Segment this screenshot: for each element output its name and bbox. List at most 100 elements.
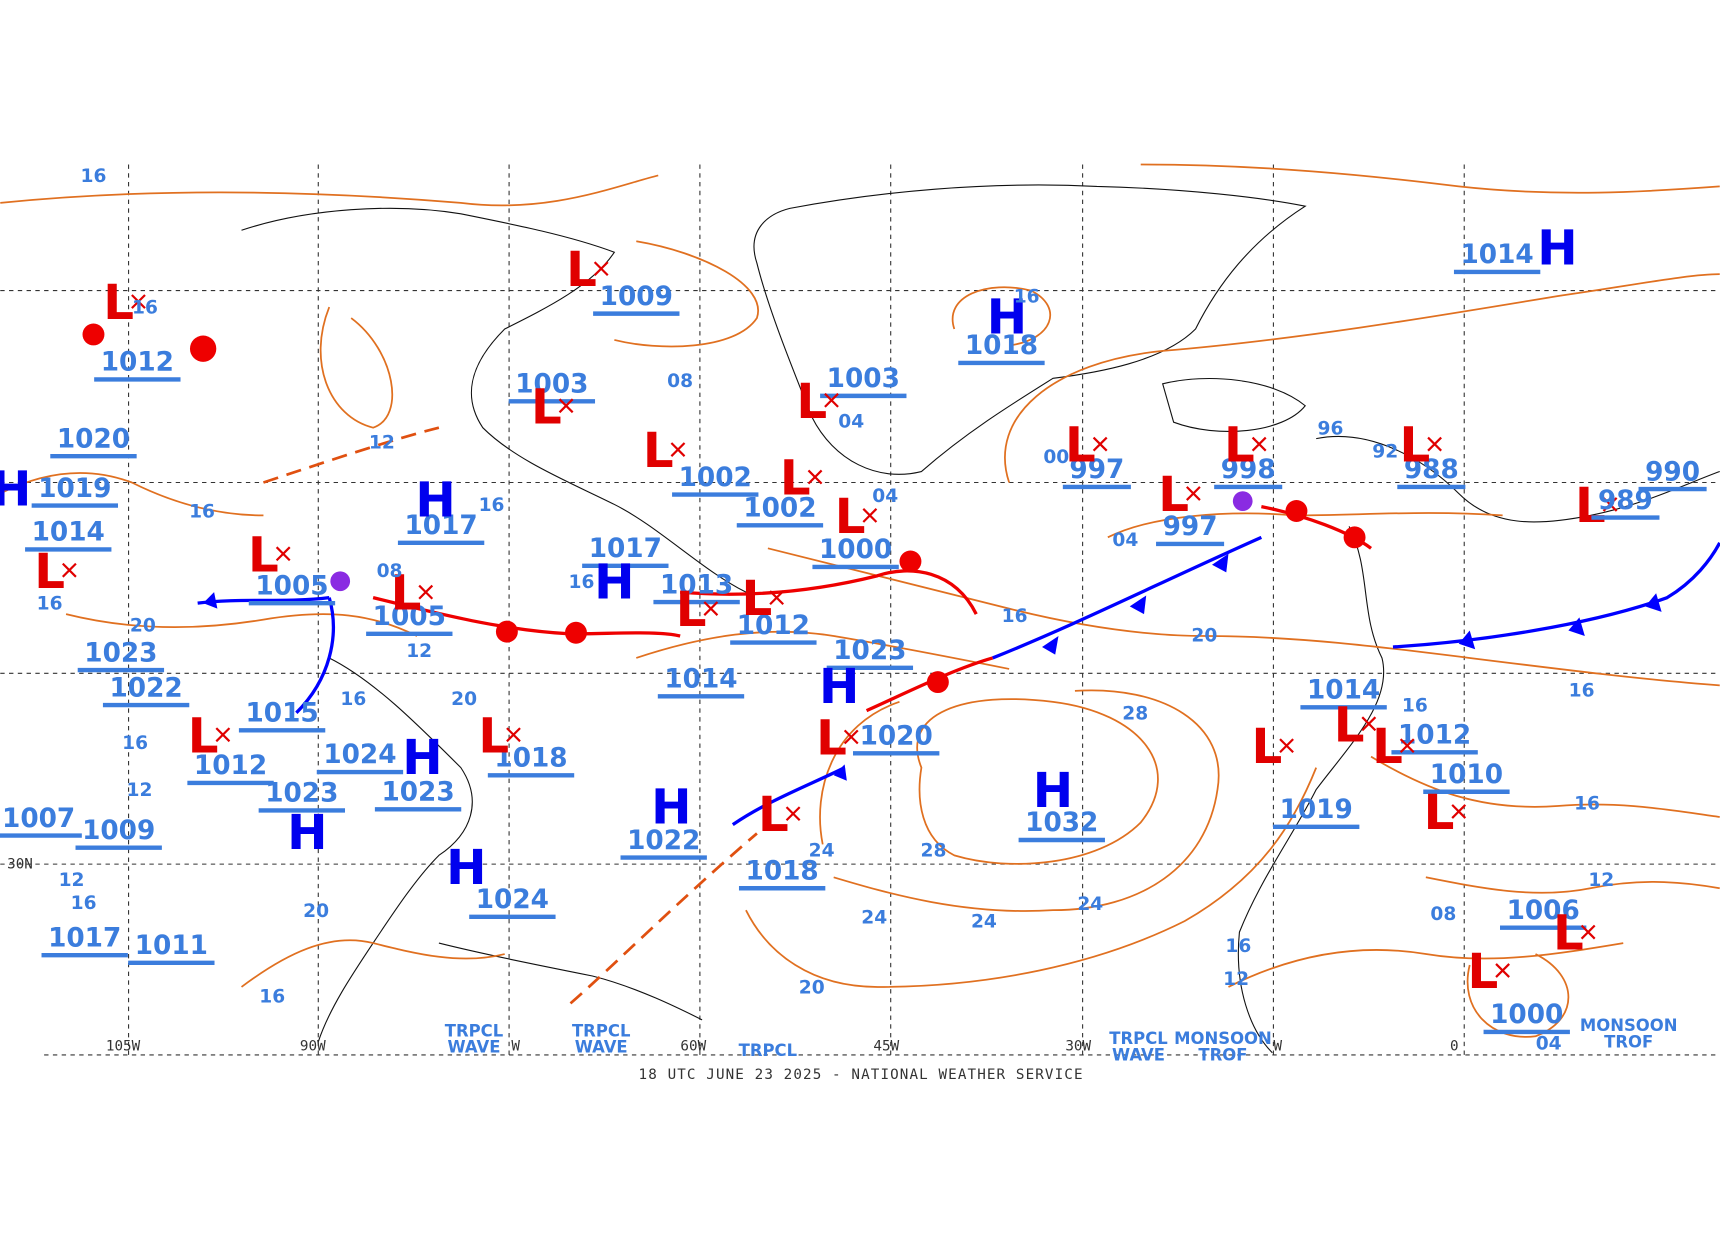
pressure-value: 1023 xyxy=(84,638,157,668)
low-mark xyxy=(131,294,146,309)
longitude-label: 45W xyxy=(873,1039,899,1055)
pressure-value: 1009 xyxy=(600,282,673,312)
pressure-value: 1000 xyxy=(1490,1000,1563,1030)
low-center: L xyxy=(1553,906,1584,962)
low-center: L xyxy=(835,489,866,545)
low-center: L xyxy=(103,275,134,331)
pressure-value: 1006 xyxy=(1507,896,1580,926)
feature-label: WAVE xyxy=(448,1038,501,1057)
isobar-label: 12 xyxy=(127,780,153,801)
pressure-value: 997 xyxy=(1069,455,1124,485)
pressure-value: 1017 xyxy=(48,923,121,953)
pressure-value: 1022 xyxy=(627,826,700,856)
pressure-value: 1018 xyxy=(965,331,1038,361)
isobar-label: 16 xyxy=(122,733,148,754)
isobar-label: 04 xyxy=(1536,1033,1562,1054)
isobar-label: 20 xyxy=(451,689,477,710)
isobar-label: 20 xyxy=(130,616,156,637)
low-center: L xyxy=(1467,944,1498,1000)
low-center: L xyxy=(1372,719,1403,775)
isobar-label: 28 xyxy=(921,840,947,861)
isobar-label: 16 xyxy=(569,572,595,593)
isobar-label: 04 xyxy=(1112,530,1138,551)
feature-label: TROF xyxy=(1198,1045,1247,1064)
low-mark xyxy=(843,729,859,745)
low-center: L xyxy=(758,787,789,843)
low-mark xyxy=(1495,963,1510,978)
feature-label: WAVE xyxy=(1112,1045,1165,1064)
pressure-value: 1005 xyxy=(255,571,328,601)
isobar-label: 16 xyxy=(189,502,215,523)
high-center: H xyxy=(819,659,859,715)
pressure-value: 1012 xyxy=(101,348,174,378)
low-center: L xyxy=(566,242,597,298)
isobar-label: 96 xyxy=(1317,418,1343,439)
isobar-label: 16 xyxy=(1002,606,1028,627)
low-center: L xyxy=(1400,418,1431,474)
longitude-label: 30W xyxy=(1065,1039,1091,1055)
pressure-value: 1005 xyxy=(373,602,446,632)
pressure-value: 1012 xyxy=(1398,720,1471,750)
isobar-label: 00 xyxy=(1043,447,1069,468)
low-center: L xyxy=(643,423,674,479)
low-mark xyxy=(506,727,521,743)
low-center: L xyxy=(1575,478,1606,534)
low-mark xyxy=(1451,804,1467,819)
isobar-label: 16 xyxy=(1402,696,1428,717)
isobar-label: 28 xyxy=(1122,703,1148,724)
fronts xyxy=(82,323,1720,1005)
pressure-value: 1003 xyxy=(515,370,588,400)
feature-label: TRPCL xyxy=(739,1041,798,1060)
isobar-label: 12 xyxy=(1588,870,1614,891)
isobar-label: 20 xyxy=(303,901,329,922)
high-center: H xyxy=(287,805,327,861)
isobar-label: 92 xyxy=(1372,441,1398,462)
labels: 18 UTC JUNE 23 2025 - NATIONAL WEATHER S… xyxy=(0,166,1707,1083)
low-mark xyxy=(824,392,839,408)
low-mark xyxy=(862,508,878,523)
isobar-label: 16 xyxy=(132,298,158,319)
low-mark xyxy=(1092,436,1108,452)
low-mark xyxy=(593,261,609,277)
pressure-value: 988 xyxy=(1404,455,1459,485)
pressure-value: 1007 xyxy=(2,804,75,834)
pressure-value: 989 xyxy=(1598,486,1653,516)
pressure-value: 1023 xyxy=(265,779,338,809)
pressure-value: 1020 xyxy=(860,722,933,752)
pressure-value: 1009 xyxy=(82,816,155,846)
low-mark xyxy=(1427,436,1442,452)
low-center: L xyxy=(478,708,509,764)
isobar-label: 16 xyxy=(1225,936,1251,957)
low-mark xyxy=(1186,486,1201,501)
pressure-value: 1022 xyxy=(110,673,183,703)
high-center: H xyxy=(987,289,1027,345)
isobar-label: 16 xyxy=(340,689,366,710)
feature-label: TRPCL xyxy=(1109,1029,1168,1048)
isobar-label: 20 xyxy=(1191,626,1217,647)
low-center: L xyxy=(1224,418,1255,474)
isobar-label: 16 xyxy=(71,893,97,914)
pressure-value: 1000 xyxy=(819,535,892,565)
low-center: L xyxy=(780,451,811,507)
pressure-value: 1024 xyxy=(323,740,396,770)
pressure-value: 1014 xyxy=(1307,676,1380,706)
isobar-label: 12 xyxy=(59,870,85,891)
feature-label: MONSOON xyxy=(1580,1016,1678,1035)
longitude-label: 0 xyxy=(1450,1039,1459,1055)
isobar-label: 12 xyxy=(369,433,395,454)
latitude-label: 30N xyxy=(7,857,33,873)
low-mark xyxy=(1602,497,1618,512)
low-mark xyxy=(1361,716,1377,732)
low-center: L xyxy=(1065,418,1096,474)
low-mark xyxy=(1279,738,1294,754)
pressure-value: 1002 xyxy=(743,494,816,524)
pressure-value: 1011 xyxy=(135,931,208,961)
longitude-label: W xyxy=(1274,1039,1283,1055)
pressure-value: 1020 xyxy=(57,424,130,454)
high-center: H xyxy=(0,462,31,518)
longitude-label: 105W xyxy=(106,1039,141,1055)
pressure-value: 1032 xyxy=(1025,808,1098,838)
low-mark xyxy=(807,469,823,485)
